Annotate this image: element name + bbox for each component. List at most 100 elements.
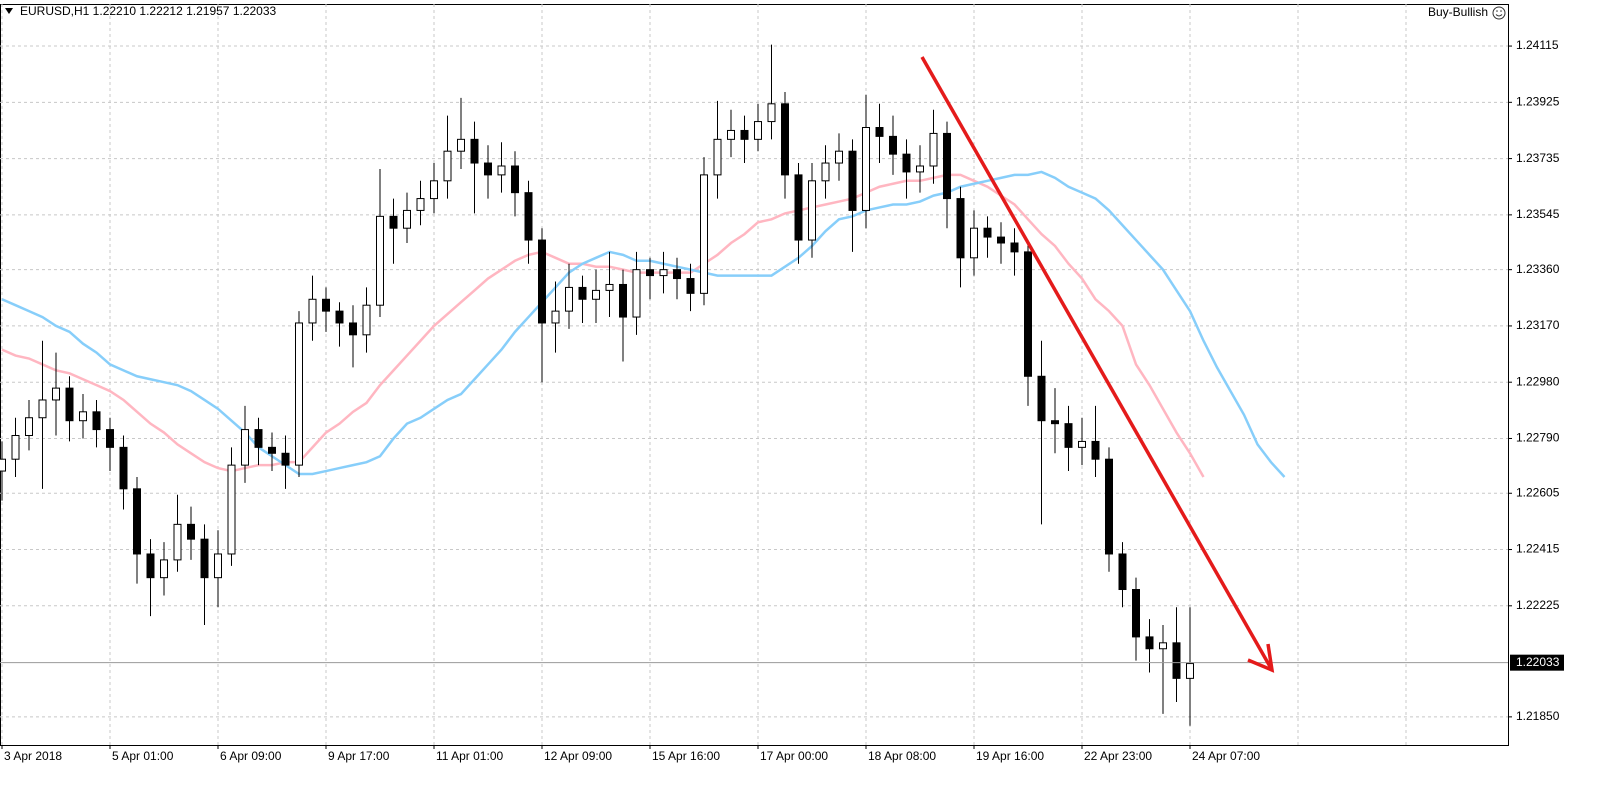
y-tick-label: 1.22980 bbox=[1516, 374, 1560, 388]
candle-body bbox=[146, 553, 155, 579]
candle-body bbox=[1037, 375, 1046, 422]
y-tick-label: 1.24115 bbox=[1516, 38, 1559, 52]
candle-body bbox=[92, 411, 101, 431]
candle-body bbox=[538, 239, 546, 324]
candle-body bbox=[592, 289, 600, 300]
candle-body bbox=[632, 269, 641, 318]
candle-body bbox=[0, 458, 6, 472]
candle-body bbox=[1105, 458, 1113, 555]
candle-body bbox=[794, 174, 803, 241]
candle-body bbox=[1132, 589, 1140, 638]
candle-body bbox=[929, 132, 938, 167]
candle-body bbox=[767, 103, 776, 123]
candle-body bbox=[25, 417, 33, 437]
y-tick-label: 1.23735 bbox=[1516, 151, 1560, 165]
candle-body bbox=[1159, 642, 1167, 650]
candle-body bbox=[416, 198, 425, 211]
candle-body bbox=[740, 129, 749, 140]
chart-title: EURUSD,H1 1.22210 1.22212 1.21957 1.2203… bbox=[20, 4, 277, 18]
x-tick-label: 19 Apr 16:00 bbox=[976, 749, 1044, 763]
annotation: Buy-Bullish bbox=[1428, 5, 1488, 19]
x-tick-label: 5 Apr 01:00 bbox=[112, 749, 174, 763]
current-price-label: 1.22033 bbox=[1516, 655, 1560, 669]
candle-body bbox=[902, 153, 911, 173]
y-tick-label: 1.22605 bbox=[1516, 485, 1560, 499]
candle-body bbox=[1064, 423, 1073, 448]
y-tick-label: 1.21850 bbox=[1516, 709, 1560, 723]
candle-body bbox=[673, 269, 681, 280]
x-tick-label: 15 Apr 16:00 bbox=[652, 749, 720, 763]
candles bbox=[0, 44, 1194, 726]
candle-body bbox=[1145, 636, 1154, 650]
candle-body bbox=[889, 135, 897, 155]
candle-body bbox=[1078, 440, 1086, 448]
candle-body bbox=[727, 129, 735, 140]
candle-body bbox=[362, 304, 371, 336]
grid bbox=[0, 4, 1508, 745]
candle-body bbox=[835, 150, 843, 164]
candle-body bbox=[376, 215, 384, 306]
candle-body bbox=[281, 452, 290, 466]
candle-body bbox=[470, 138, 479, 164]
candle-body bbox=[200, 538, 209, 579]
candle-body bbox=[565, 286, 573, 312]
candle-body bbox=[605, 283, 614, 291]
candle-body bbox=[106, 429, 114, 448]
trend-arrow bbox=[920, 56, 1275, 673]
candle-body bbox=[713, 138, 722, 176]
x-tick-label: 17 Apr 00:00 bbox=[760, 749, 828, 763]
candle-body bbox=[295, 322, 303, 466]
candle-body bbox=[646, 269, 654, 277]
candle-body bbox=[335, 310, 344, 324]
candle-body bbox=[389, 215, 398, 229]
candle-body bbox=[65, 387, 74, 422]
candle-body bbox=[457, 138, 465, 152]
candle-body bbox=[254, 429, 263, 448]
candle-body bbox=[308, 298, 317, 324]
candle-body bbox=[268, 446, 276, 454]
candle-body bbox=[241, 429, 249, 466]
candle-body bbox=[1091, 440, 1100, 460]
candle-body bbox=[227, 464, 236, 555]
candle-body bbox=[754, 121, 762, 140]
x-tick-label: 9 Apr 17:00 bbox=[328, 749, 390, 763]
y-tick-label: 1.22415 bbox=[1516, 542, 1560, 556]
candle-body bbox=[808, 180, 816, 241]
y-tick-label: 1.22790 bbox=[1516, 431, 1560, 445]
x-tick-label: 18 Apr 08:00 bbox=[868, 749, 936, 763]
candle-body bbox=[1172, 642, 1181, 679]
candle-body bbox=[1010, 242, 1019, 253]
candle-body bbox=[187, 523, 195, 540]
candle-body bbox=[956, 198, 965, 259]
candle-body bbox=[1118, 553, 1127, 591]
x-tick-label: 3 Apr 2018 bbox=[4, 749, 62, 763]
candle-body bbox=[983, 227, 992, 238]
x-tick-label: 6 Apr 09:00 bbox=[220, 749, 282, 763]
candle-body bbox=[322, 298, 330, 312]
candle-body bbox=[862, 127, 870, 211]
candle-body bbox=[443, 150, 452, 182]
x-tick-label: 11 Apr 01:00 bbox=[436, 749, 503, 763]
candle-body bbox=[38, 399, 47, 419]
candle-body bbox=[79, 411, 87, 422]
y-tick-label: 1.23170 bbox=[1516, 318, 1560, 332]
menu-icon[interactable] bbox=[5, 8, 13, 14]
candle-body bbox=[619, 283, 627, 318]
candle-body bbox=[52, 387, 60, 401]
candle-body bbox=[430, 180, 438, 200]
candle-body bbox=[848, 150, 857, 211]
candle-body bbox=[484, 162, 492, 176]
current-price-box bbox=[1510, 654, 1564, 671]
candle-body bbox=[119, 446, 128, 490]
candle-body bbox=[524, 192, 533, 241]
candle-body bbox=[686, 278, 695, 294]
smiley-icon bbox=[1492, 6, 1506, 20]
candle-body bbox=[1051, 420, 1059, 425]
candle-body bbox=[214, 553, 222, 579]
candle-body bbox=[1024, 251, 1032, 377]
y-tick-label: 1.23925 bbox=[1516, 94, 1560, 108]
candle-body bbox=[160, 559, 168, 579]
axes: 1.24115 1.23925 1.23735 1.23545 1.23360 1.231… bbox=[0, 38, 1564, 763]
candle-body bbox=[970, 227, 978, 259]
